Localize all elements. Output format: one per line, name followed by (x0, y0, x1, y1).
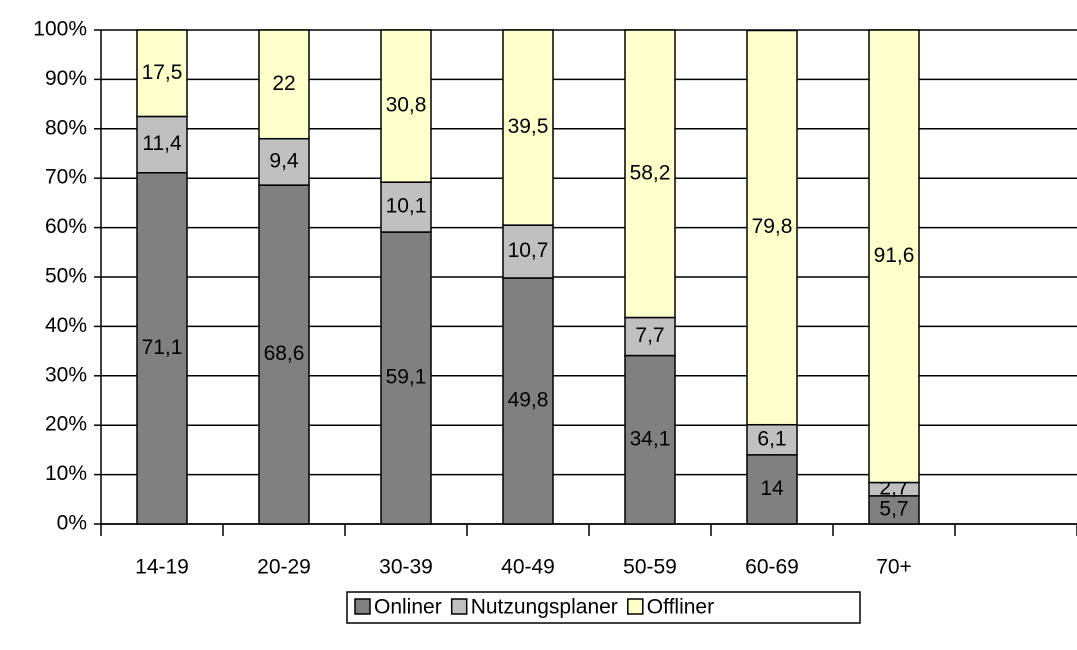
value-label: 14 (760, 477, 784, 500)
value-label: 59,1 (386, 366, 427, 389)
value-label: 71,1 (142, 336, 183, 359)
y-tick-label: 40% (45, 314, 87, 337)
value-label: 9,4 (269, 149, 299, 172)
x-tick-label: 40-49 (501, 556, 555, 579)
bar-segment (746, 29, 798, 426)
value-label: 39,5 (508, 115, 549, 138)
legend-label: Onliner (374, 596, 442, 619)
bar-segment (868, 495, 920, 525)
y-tick-label: 30% (45, 363, 87, 386)
x-tick-label: 50-59 (623, 556, 677, 579)
bar-segment (136, 115, 188, 174)
bar-segment (868, 29, 920, 484)
bar-segment (258, 29, 310, 140)
x-tick-label: 30-39 (379, 556, 433, 579)
bar-segment (624, 354, 676, 525)
bar-segment (746, 454, 798, 525)
legend-swatch (450, 598, 468, 615)
value-label: 34,1 (630, 427, 671, 450)
value-label: 58,2 (630, 161, 671, 184)
bar-segment (136, 29, 188, 118)
bar-segment (502, 277, 554, 525)
value-label: 7,7 (635, 324, 664, 347)
y-tick-label: 100% (33, 18, 87, 41)
value-label: 68,6 (264, 342, 305, 365)
x-tick-label: 60-69 (745, 556, 799, 579)
y-tick-label: 10% (45, 462, 87, 485)
y-tick-label: 50% (45, 265, 87, 288)
bar-segment (136, 172, 188, 525)
bar-segment (380, 231, 432, 525)
value-label: 17,5 (142, 61, 183, 84)
value-label: 10,7 (508, 239, 549, 262)
bar-segment (746, 423, 798, 456)
y-tick-label: 20% (45, 413, 87, 436)
bar-segment (380, 181, 432, 233)
legend-swatch (354, 598, 371, 615)
value-label: 11,4 (142, 132, 182, 155)
x-tick-label: 14-19 (135, 556, 189, 579)
value-label: 5,7 (879, 497, 908, 520)
value-label: 22 (272, 72, 295, 95)
legend-swatch (627, 598, 644, 615)
y-tick-label: 80% (45, 116, 87, 139)
y-tick-label: 90% (45, 67, 87, 90)
y-tick-label: 0% (57, 512, 87, 535)
x-tick-label: 20-29 (257, 556, 311, 579)
legend-box (346, 591, 861, 624)
value-label: 30,8 (386, 94, 427, 117)
bar-segment (258, 137, 310, 186)
bar-segment (380, 29, 432, 183)
value-label: 6,1 (757, 427, 786, 450)
value-label: 91,6 (874, 244, 915, 267)
value-label: 10,1 (386, 195, 427, 218)
legend-label: Offliner (647, 596, 714, 619)
bar-segment (624, 29, 676, 319)
value-label: 79,8 (752, 215, 793, 238)
bar-segment (258, 184, 310, 525)
y-tick-label: 60% (45, 215, 87, 238)
value-label: 49,8 (508, 389, 549, 412)
x-tick-label: 70+ (876, 556, 912, 579)
legend-label: Nutzungsplaner (471, 596, 618, 619)
bar-segment (502, 29, 554, 226)
y-tick-label: 70% (45, 166, 87, 189)
